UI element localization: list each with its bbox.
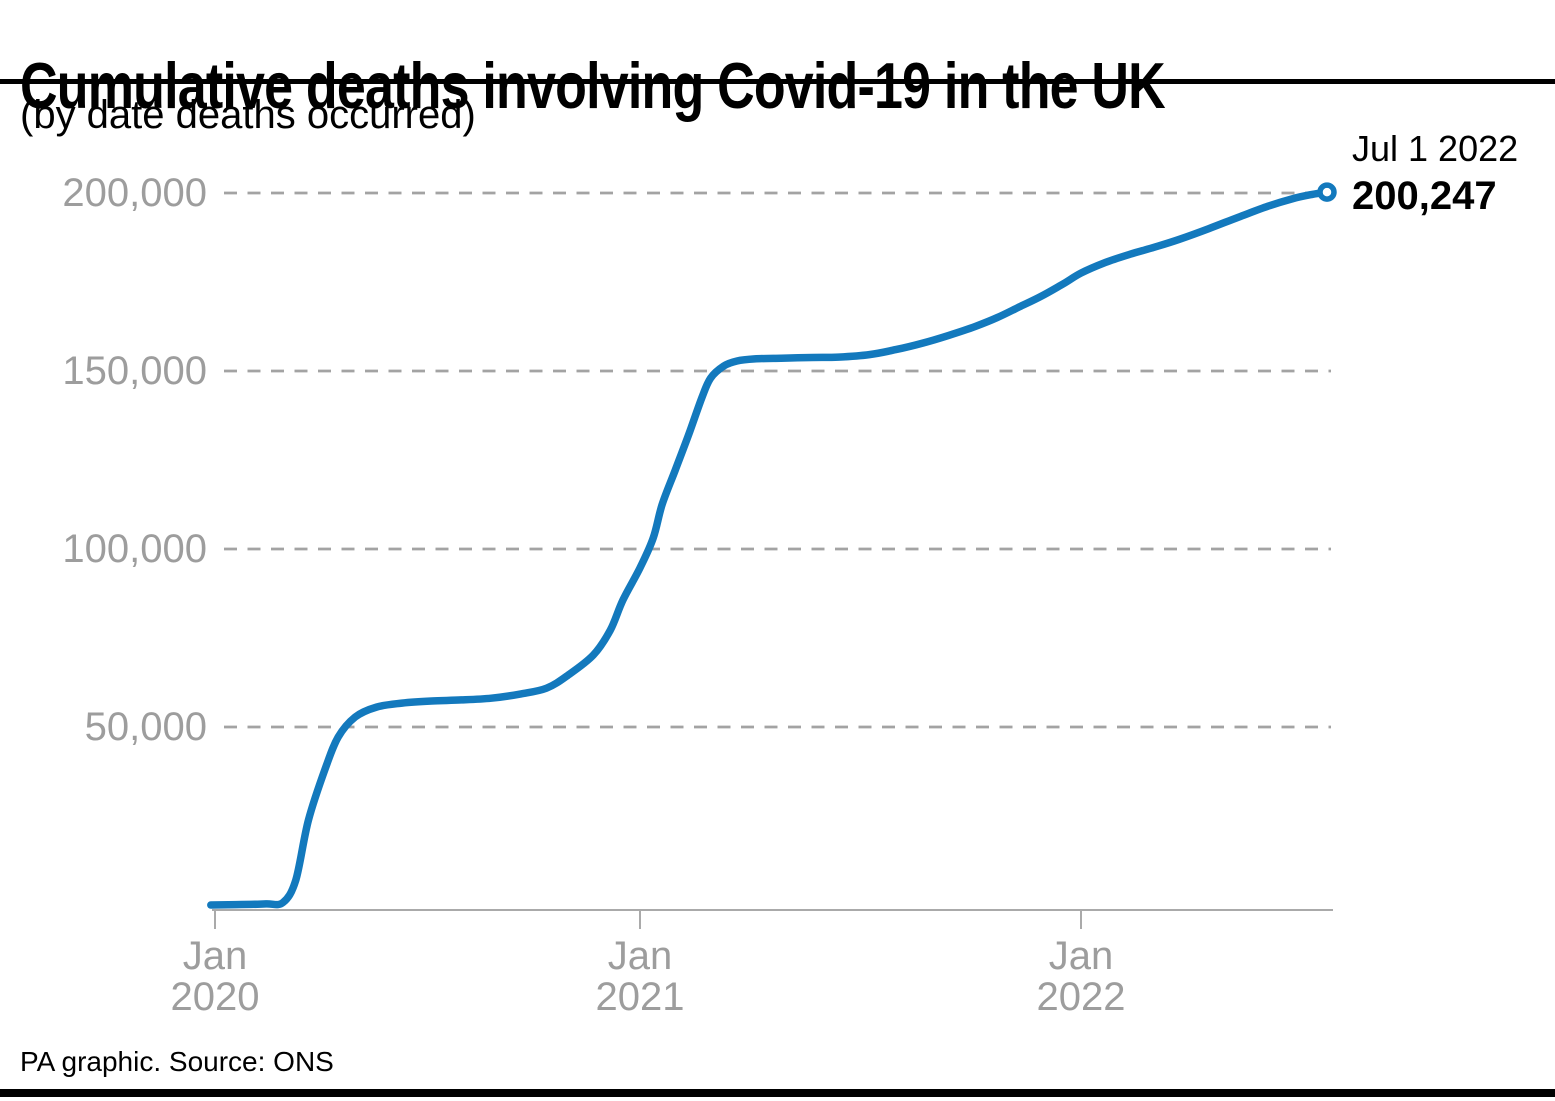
annotation-value: 200,247 (1352, 174, 1497, 218)
annotation-date: Jul 1 2022 (1352, 128, 1519, 169)
y-axis-tick-label: 50,000 (84, 705, 207, 749)
x-axis-tick-label: Jan 2020 (170, 934, 260, 1019)
source-credit: PA graphic. Source: ONS (20, 1046, 334, 1077)
x-axis-tick-label: Jan 2022 (1036, 934, 1126, 1019)
end-point-annotation: Jul 1 2022 200,247 (1352, 128, 1518, 219)
bottom-bar (0, 1089, 1555, 1097)
chart-subtitle: (by date deaths occurred) (20, 93, 476, 137)
y-axis-tick-label: 200,000 (62, 171, 207, 215)
end-point-marker (1317, 182, 1337, 202)
series-line (207, 188, 1331, 909)
y-axis-tick-label: 100,000 (62, 527, 207, 571)
title-divider (0, 79, 1555, 84)
page-title: Cumulative deaths involving Covid-19 in … (20, 48, 1166, 122)
x-axis-tick-label: Jan 2021 (595, 934, 685, 1019)
y-axis-tick-label: 150,000 (62, 349, 207, 393)
